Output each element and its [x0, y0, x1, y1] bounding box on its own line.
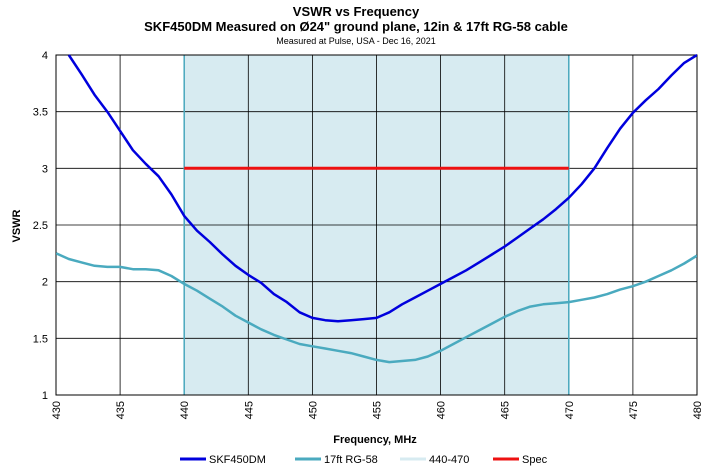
legend-label: SKF450DM [209, 454, 266, 466]
plot-border [55, 54, 698, 396]
x-axis-label: Frequency, MHz [333, 434, 417, 446]
series-line-17ft-rg-58 [56, 252, 697, 364]
axis-ticks: 1 1.5 2 2.5 3 3.5 4 430 435 440 445 450 455 460 465 470… [33, 50, 704, 419]
x-tick-label: 455 [372, 401, 384, 419]
x-tick-label: 430 [51, 401, 63, 419]
y-tick-label: 2 [42, 277, 48, 289]
y-tick-label: 1.5 [33, 333, 48, 345]
y-tick-label: 3.5 [33, 107, 48, 119]
x-tick-label: 440 [179, 401, 191, 419]
y-axis-label: VSWR [11, 209, 23, 242]
y-tick-label: 4 [42, 50, 48, 62]
chart-note: Measured at Pulse, USA - Dec 16, 2021 [276, 36, 436, 46]
y-tick-label: 2.5 [33, 220, 48, 232]
x-tick-label: 435 [115, 401, 127, 419]
legend-label: 440-470 [429, 454, 469, 466]
y-tick-label: 1 [42, 390, 48, 402]
x-tick-label: 475 [628, 401, 640, 419]
chart-title: VSWR vs Frequency [293, 4, 420, 19]
x-tick-label: 480 [692, 401, 704, 419]
x-tick-label: 465 [500, 401, 512, 419]
x-tick-label: 470 [564, 401, 576, 419]
legend-label: Spec [522, 454, 548, 466]
series-line-skf450dm [67, 54, 697, 323]
y-tick-label: 3 [42, 163, 48, 175]
chart-subtitle: SKF450DM Measured on Ø24" ground plane, … [144, 19, 568, 34]
plot-area [55, 54, 698, 396]
x-tick-label: 445 [243, 401, 255, 419]
x-tick-label: 460 [436, 401, 448, 419]
legend: SKF450DM 17ft RG-58 440-470 Spec [180, 454, 548, 466]
x-tick-label: 450 [307, 401, 319, 419]
legend-label: 17ft RG-58 [324, 454, 378, 466]
